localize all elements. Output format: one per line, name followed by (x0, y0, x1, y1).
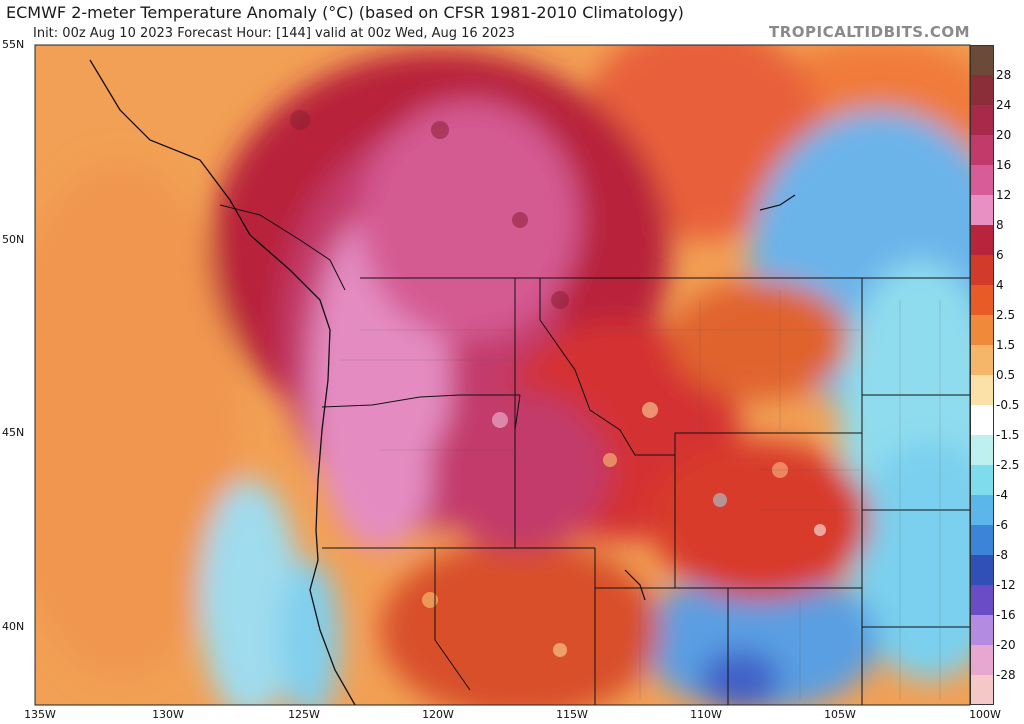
colorbar-label: -0.5 (996, 398, 1020, 412)
colorbar-label: 1.5 (996, 338, 1016, 352)
lat-label-45: 45N (2, 426, 25, 439)
colorbar-swatch (970, 285, 994, 316)
colorbar-swatch (970, 555, 994, 586)
colorbar-swatch (970, 45, 994, 76)
colorbar-swatch (970, 585, 994, 616)
map-subtitle: Init: 00z Aug 10 2023 Forecast Hour: [14… (33, 26, 515, 41)
colorbar-label: 12 (996, 188, 1012, 202)
colorbar-label: -12 (996, 578, 1016, 592)
colorbar-swatch (970, 315, 994, 346)
colorbar-label: -6 (996, 518, 1008, 532)
colorbar (970, 45, 994, 705)
lon-label-130: 130W (152, 708, 184, 721)
lon-label-135: 135W (24, 708, 56, 721)
colorbar-label: -16 (996, 608, 1016, 622)
colorbar-swatch (970, 405, 994, 436)
lat-label-55: 55N (2, 38, 25, 51)
colorbar-swatch (970, 105, 994, 136)
colorbar-swatch (970, 615, 994, 646)
colorbar-swatch (970, 165, 994, 196)
colorbar-swatch (970, 375, 994, 406)
colorbar-label: 4 (996, 278, 1004, 292)
colorbar-label: 0.5 (996, 368, 1016, 382)
colorbar-swatch (970, 495, 994, 526)
lon-label-100: 100W (969, 708, 1001, 721)
lat-label-40: 40N (2, 620, 25, 633)
map-title: ECMWF 2-meter Temperature Anomaly (°C) (… (6, 3, 684, 22)
colorbar-label: 16 (996, 158, 1012, 172)
colorbar-label: 24 (996, 98, 1012, 112)
colorbar-label: -8 (996, 548, 1008, 562)
colorbar-swatch (970, 195, 994, 226)
lon-label-105: 105W (824, 708, 856, 721)
colorbar-label: -4 (996, 488, 1008, 502)
colorbar-label: -20 (996, 638, 1016, 652)
colorbar-swatch (970, 435, 994, 466)
colorbar-swatch (970, 135, 994, 166)
lon-label-120: 120W (422, 708, 454, 721)
colorbar-swatch (970, 465, 994, 496)
colorbar-label: -2.5 (996, 458, 1020, 472)
colorbar-swatch (970, 345, 994, 376)
colorbar-label: -1.5 (996, 428, 1020, 442)
colorbar-label: 8 (996, 218, 1004, 232)
colorbar-swatch (970, 255, 994, 286)
header: ECMWF 2-meter Temperature Anomaly (°C) (… (0, 0, 1024, 44)
colorbar-label: 6 (996, 248, 1004, 262)
lat-label-50: 50N (2, 233, 25, 246)
colorbar-label: -28 (996, 668, 1016, 682)
source-credit: TROPICALTIDBITS.COM (769, 23, 970, 41)
colorbar-label: 2.5 (996, 308, 1016, 322)
colorbar-swatch (970, 645, 994, 676)
colorbar-label: 28 (996, 68, 1012, 82)
colorbar-swatch (970, 75, 994, 106)
colorbar-label: 20 (996, 128, 1012, 142)
lon-label-125: 125W (288, 708, 320, 721)
lon-label-110: 110W (690, 708, 722, 721)
colorbar-swatch (970, 225, 994, 256)
colorbar-swatch (970, 675, 994, 705)
colorbar-swatch (970, 525, 994, 556)
lon-label-115: 115W (556, 708, 588, 721)
